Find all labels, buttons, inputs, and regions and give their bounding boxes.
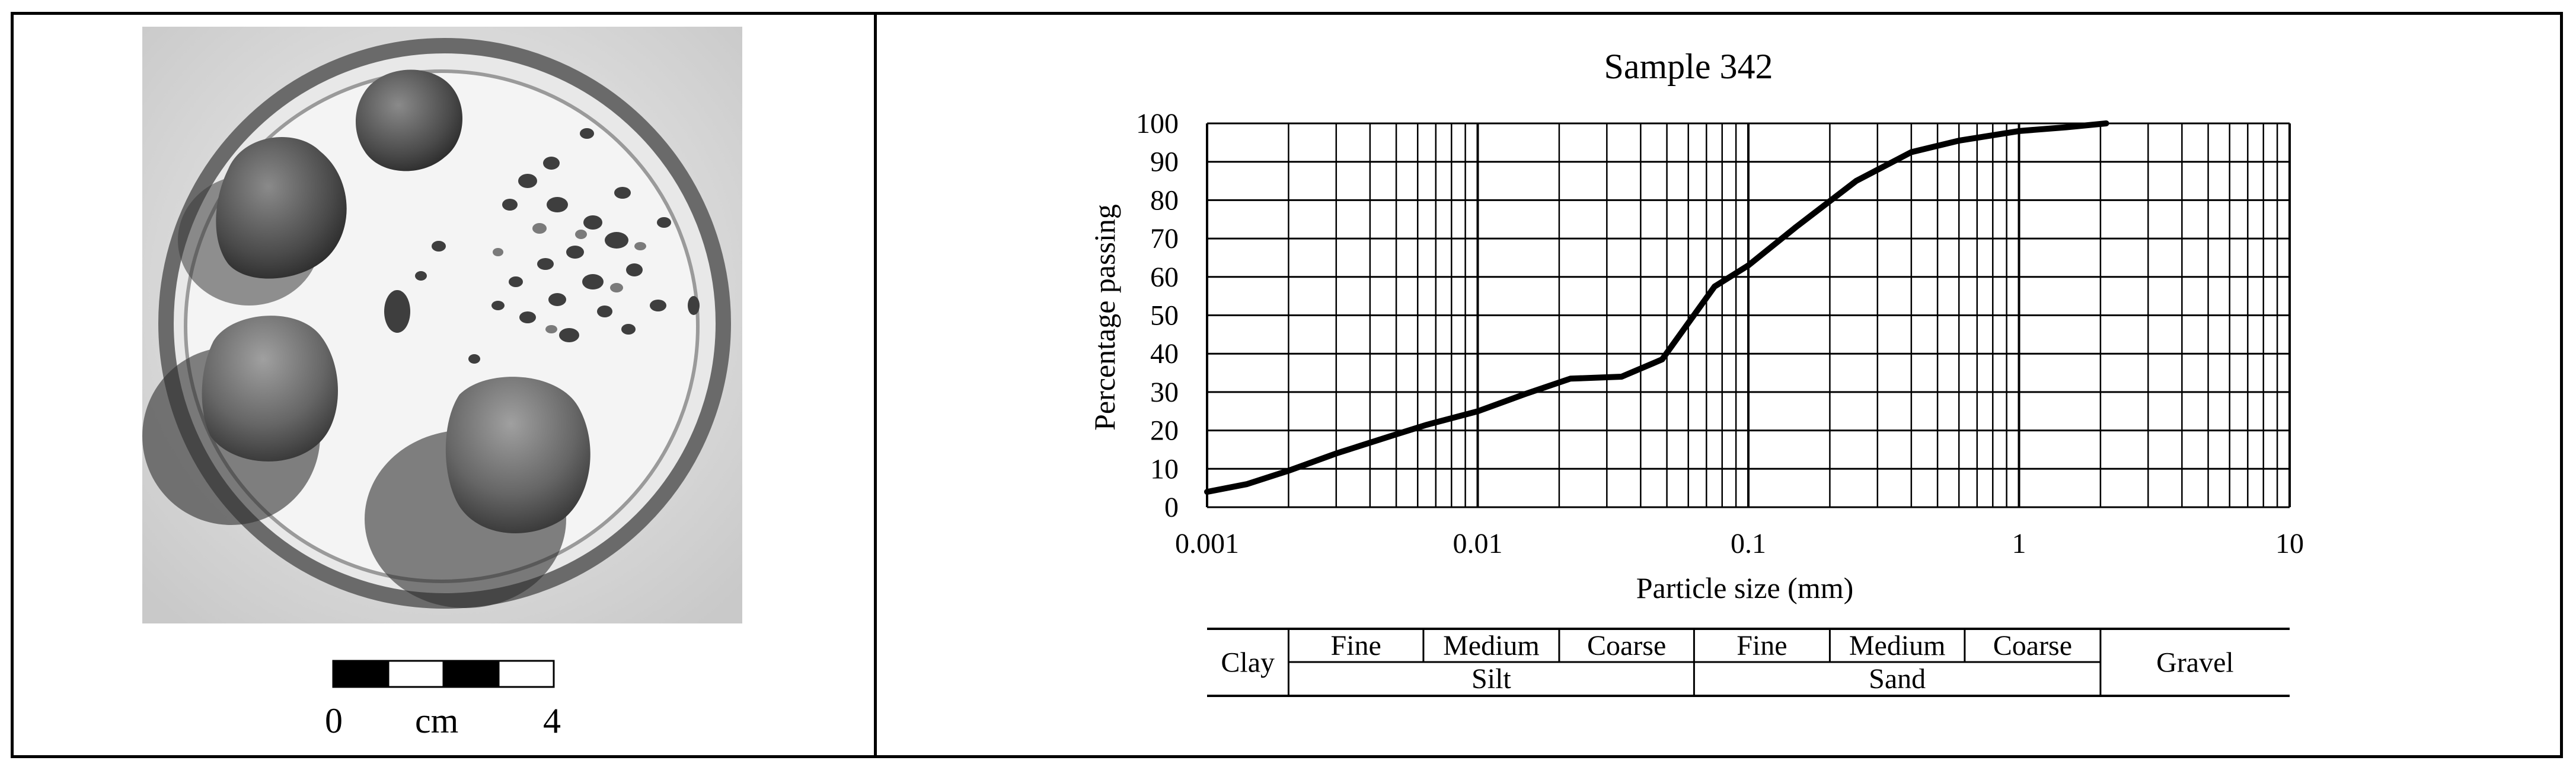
y-tick-label: 80 bbox=[1150, 184, 1179, 216]
y-tick-label: 40 bbox=[1150, 338, 1179, 370]
x-tick-label: 0.01 bbox=[1453, 528, 1503, 559]
class-sub-label: Coarse bbox=[1587, 630, 1666, 661]
chart-title: Sample 342 bbox=[1604, 47, 1773, 86]
class-sub-label: Fine bbox=[1330, 630, 1381, 661]
class-main-label: Sand bbox=[1869, 663, 1926, 695]
class-main-label: Clay bbox=[1221, 647, 1275, 679]
y-tick-label: 100 bbox=[1136, 108, 1179, 139]
sample-photo bbox=[142, 27, 742, 623]
y-tick-label: 90 bbox=[1150, 147, 1179, 178]
x-axis-label: Particle size (mm) bbox=[1636, 571, 1854, 604]
x-tick-label: 0.001 bbox=[1175, 528, 1239, 559]
x-tick-label: 10 bbox=[2275, 528, 2304, 559]
y-tick-labels: 0 10 20 30 40 50 60 70 80 90 100 bbox=[1136, 108, 1179, 523]
class-main-label: Silt bbox=[1471, 663, 1511, 695]
class-sub-label: Fine bbox=[1737, 630, 1787, 661]
scale-label-zero: 0 bbox=[325, 701, 343, 740]
classification-table: Fine Medium Coarse Fine Medium Coarse Clay Silt… bbox=[1207, 628, 2290, 697]
y-tick-label: 0 bbox=[1164, 492, 1179, 523]
panel-divider bbox=[874, 12, 877, 758]
x-tick-labels: 0.001 0.01 0.1 1 10 bbox=[1175, 528, 2304, 559]
class-main-label: Gravel bbox=[2156, 647, 2234, 679]
class-sub-label: Coarse bbox=[1993, 630, 2072, 661]
x-tick-label: 1 bbox=[2012, 528, 2026, 559]
scale-label-four: 4 bbox=[543, 701, 561, 740]
y-tick-label: 10 bbox=[1150, 453, 1179, 485]
y-tick-label: 50 bbox=[1150, 300, 1179, 332]
scale-bar bbox=[332, 660, 555, 688]
y-tick-label: 70 bbox=[1150, 223, 1179, 254]
y-tick-label: 30 bbox=[1150, 377, 1179, 408]
class-sub-label: Medium bbox=[1443, 630, 1540, 661]
y-tick-label: 60 bbox=[1150, 262, 1179, 293]
grading-curve-line bbox=[1204, 120, 2109, 495]
y-axis-label: Percentage passing bbox=[1088, 204, 1121, 431]
class-sub-label: Medium bbox=[1849, 630, 1946, 661]
x-tick-label: 0.1 bbox=[1731, 528, 1766, 559]
scale-label-unit: cm bbox=[415, 701, 459, 740]
chart-grid bbox=[1206, 122, 2291, 508]
y-tick-label: 20 bbox=[1150, 415, 1179, 447]
figure-frame bbox=[11, 12, 2563, 758]
